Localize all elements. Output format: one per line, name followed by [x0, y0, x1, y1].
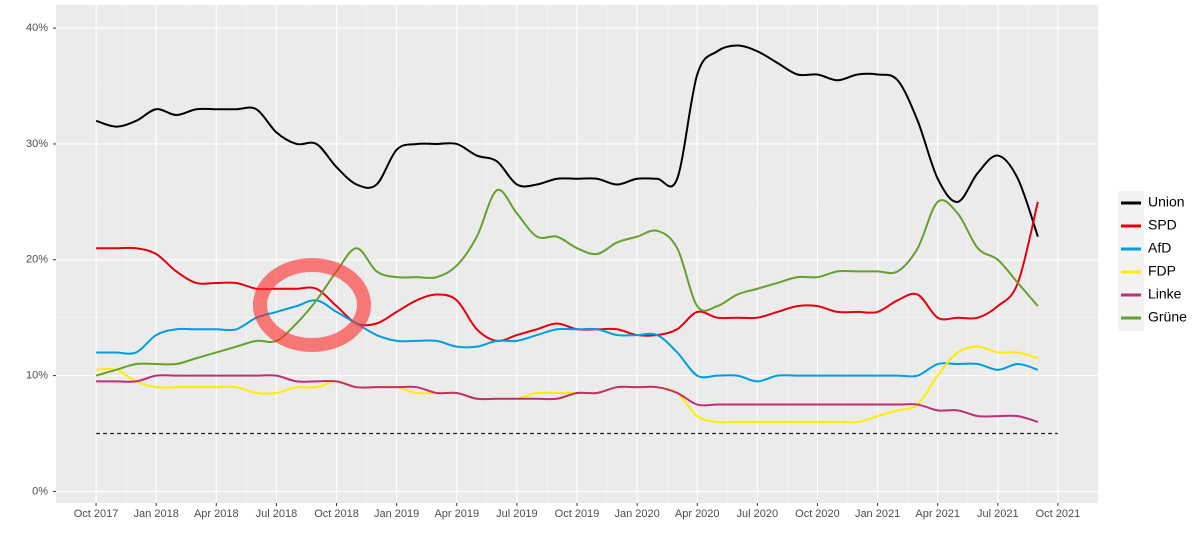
x-tick-label: Oct 2017: [74, 508, 119, 520]
x-tick-label: Jul 2018: [256, 508, 298, 520]
series-line: [96, 345, 1039, 424]
legend-label: Union: [1148, 194, 1185, 210]
x-tick-label: Apr 2021: [915, 508, 960, 520]
x-tick-label: Apr 2020: [675, 508, 720, 520]
legend-box: [1118, 191, 1144, 331]
legend: Union SPD AfD FDP Linke Grüne: [1118, 191, 1187, 331]
x-tick-label: Jan 2020: [614, 508, 659, 520]
x-tick-label: Oct 2018: [314, 508, 359, 520]
x-tick-label: Jan 2018: [134, 508, 179, 520]
x-tick-label: Jan 2021: [855, 508, 900, 520]
x-tick-label: Jan 2019: [374, 508, 419, 520]
x-tick-label: Oct 2020: [795, 508, 840, 520]
y-tick-label: 40%: [26, 22, 48, 34]
x-tick-label: Jul 2021: [977, 508, 1019, 520]
y-tick-label: 30%: [26, 138, 48, 150]
x-tick-label: Apr 2018: [194, 508, 239, 520]
series-line: [96, 374, 1039, 423]
y-tick-label: 0%: [32, 485, 48, 497]
legend-label: AfD: [1148, 240, 1171, 256]
series-line: [96, 201, 1039, 342]
x-tick-label: Jul 2019: [496, 508, 538, 520]
x-tick-label: Apr 2019: [434, 508, 479, 520]
legend-label: FDP: [1148, 263, 1176, 279]
series-line: [96, 299, 1039, 383]
x-tick-label: Oct 2021: [1036, 508, 1081, 520]
legend-label: Linke: [1148, 286, 1182, 302]
legend-label: SPD: [1148, 217, 1177, 233]
series-line: [95, 188, 1039, 377]
highlight-circle: [253, 258, 371, 352]
y-tick-label: 20%: [26, 254, 48, 266]
series-line: [95, 44, 1039, 237]
y-tick-label: 10%: [26, 370, 48, 382]
x-tick-label: Jul 2020: [737, 508, 779, 520]
legend-label: Grüne: [1148, 309, 1187, 325]
x-tick-label: Oct 2019: [555, 508, 600, 520]
